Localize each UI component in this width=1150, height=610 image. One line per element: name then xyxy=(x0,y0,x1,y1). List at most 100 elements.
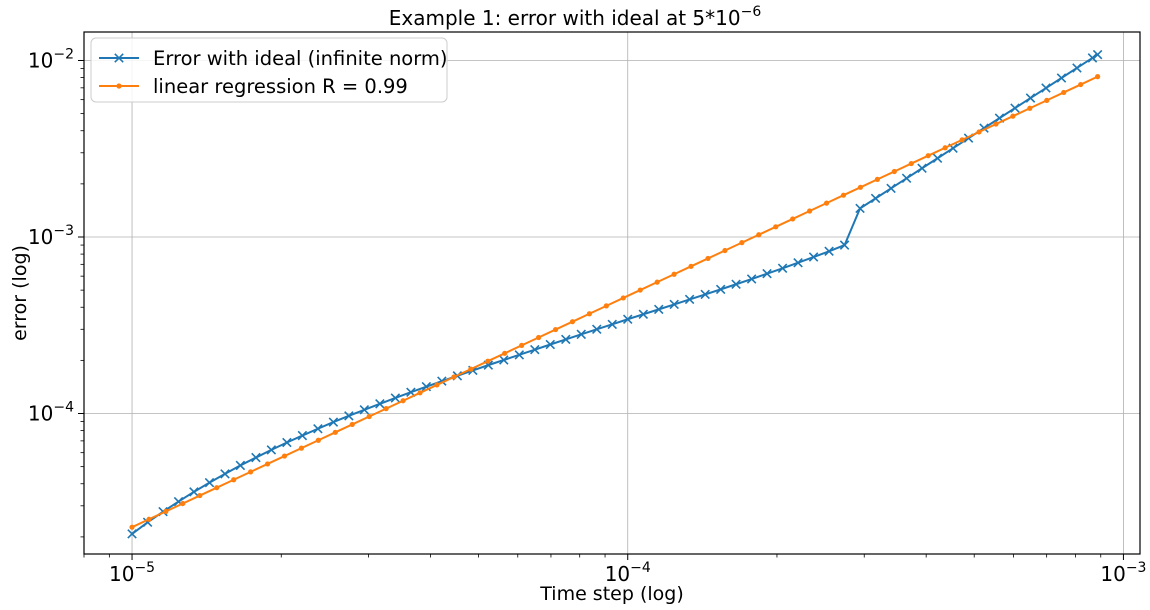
data-point xyxy=(315,437,321,443)
x-tick-label: 10−4 xyxy=(605,560,651,586)
series-layer xyxy=(127,49,1103,539)
x-ticks: 10−5 10−4 10−3 xyxy=(83,554,1146,586)
data-point xyxy=(366,413,372,420)
data-point xyxy=(715,284,726,295)
y-tick-label: 10−4 xyxy=(28,400,74,426)
series-0 xyxy=(127,49,1103,539)
data-point xyxy=(375,399,385,409)
legend-items: Error with ideal (infinite norm) linear … xyxy=(99,47,448,98)
legend-item: Error with ideal (infinite norm) xyxy=(99,47,448,70)
data-point xyxy=(1025,93,1036,103)
chart-title-exponent: −6 xyxy=(741,4,762,20)
data-point xyxy=(586,311,593,317)
data-point xyxy=(1027,105,1033,111)
data-point xyxy=(855,203,865,214)
data-point xyxy=(545,339,556,350)
data-point xyxy=(722,247,728,254)
data-point xyxy=(777,263,788,274)
data-point xyxy=(808,252,819,262)
data-point xyxy=(1041,83,1051,93)
legend-swatch-marker xyxy=(116,83,122,89)
series-line xyxy=(131,75,1099,529)
x-tick-label: 10−3 xyxy=(1100,560,1146,586)
data-point xyxy=(622,314,633,325)
data-point xyxy=(607,319,618,330)
data-point xyxy=(793,257,803,268)
data-point xyxy=(824,246,834,257)
data-point xyxy=(959,137,965,143)
data-point xyxy=(235,460,246,471)
data-point xyxy=(535,334,542,341)
data-point xyxy=(328,417,339,427)
data-point xyxy=(908,160,914,167)
data-point xyxy=(298,445,305,451)
data-point xyxy=(127,529,137,539)
x-tick-exp: −5 xyxy=(134,560,155,576)
y-axis-label: error (log) xyxy=(9,245,31,341)
data-point xyxy=(839,240,850,250)
data-point xyxy=(266,445,277,455)
data-point xyxy=(332,429,338,435)
data-point xyxy=(731,279,741,290)
data-point xyxy=(620,295,626,301)
data-point xyxy=(434,382,440,388)
data-point xyxy=(1095,74,1101,80)
data-point xyxy=(925,153,931,159)
data-point xyxy=(671,271,677,277)
chart-title-main: Example 1: error with ideal at 5*10 xyxy=(389,6,741,30)
x-tick-exp: −3 xyxy=(1126,560,1147,576)
legend: Error with ideal (infinite norm) linear … xyxy=(90,37,448,103)
data-point xyxy=(870,193,881,204)
data-point xyxy=(773,224,779,230)
chart-title: Example 1: error with ideal at 5*10−6 xyxy=(389,4,762,30)
data-point xyxy=(739,240,745,246)
data-point xyxy=(942,145,948,151)
data-point xyxy=(468,366,474,372)
data-point xyxy=(297,430,308,441)
data-point xyxy=(654,279,660,285)
data-point xyxy=(390,393,401,403)
data-point xyxy=(146,516,152,522)
x-tick-base: 10 xyxy=(605,562,630,586)
data-point xyxy=(1061,89,1067,96)
data-point xyxy=(519,342,525,348)
data-point xyxy=(705,255,711,262)
legend-box xyxy=(90,37,448,103)
data-point xyxy=(669,299,679,310)
legend-label: Error with ideal (infinite norm) xyxy=(153,47,448,70)
data-point xyxy=(746,274,757,284)
data-point xyxy=(603,303,609,309)
legend-label: linear regression R = 0.99 xyxy=(153,75,408,98)
data-point xyxy=(576,329,587,340)
data-point xyxy=(383,406,389,412)
data-point xyxy=(499,355,509,365)
data-point xyxy=(417,390,423,396)
data-point xyxy=(653,304,664,315)
data-point xyxy=(886,183,896,194)
data-point xyxy=(349,421,355,428)
data-point xyxy=(976,129,982,135)
y-tick-exp: −4 xyxy=(53,400,74,416)
data-point xyxy=(313,423,323,434)
legend-item: linear regression R = 0.99 xyxy=(99,75,408,98)
y-tick-exp: −3 xyxy=(53,223,74,239)
data-point xyxy=(514,350,525,360)
x-tick-base: 10 xyxy=(109,562,134,586)
data-point xyxy=(264,461,271,467)
data-point xyxy=(451,374,457,380)
data-point xyxy=(1087,53,1098,63)
data-point xyxy=(638,309,649,320)
data-point xyxy=(400,398,406,404)
data-point xyxy=(917,163,927,174)
data-point xyxy=(790,216,796,222)
data-point xyxy=(485,358,491,364)
x-tick-base: 10 xyxy=(1100,562,1125,586)
data-point xyxy=(129,524,135,530)
data-point xyxy=(282,437,292,448)
x-tick-label: 10−5 xyxy=(109,560,155,586)
data-point xyxy=(1078,81,1084,88)
y-tick-base: 10 xyxy=(28,402,53,426)
data-point xyxy=(891,168,897,175)
data-point xyxy=(1044,97,1050,103)
